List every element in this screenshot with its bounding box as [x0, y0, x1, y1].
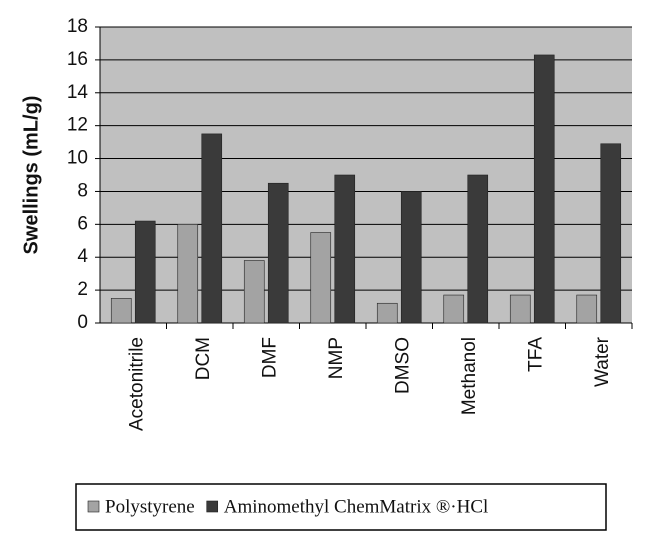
bar: [400, 191, 422, 324]
bar: [201, 133, 223, 324]
y-tick-label: 4: [77, 246, 88, 267]
legend-label: Aminomethyl ChemMatrix ®·HCl: [224, 496, 489, 517]
legend-label: Polystyrene: [105, 496, 195, 517]
x-tick-label: DCM: [193, 337, 214, 380]
bar: [177, 224, 199, 324]
legend: Polystyrene Aminomethyl ChemMatrix ®·HCl: [87, 496, 489, 517]
x-tick-label: Water: [592, 336, 613, 387]
bar: [243, 260, 265, 324]
bar: [310, 232, 332, 324]
y-tick-label: 2: [77, 279, 88, 300]
y-tick-label: 6: [77, 213, 88, 234]
bar: [267, 182, 289, 324]
bar: [600, 143, 622, 324]
legend-swatch: [87, 500, 100, 513]
bar: [376, 302, 398, 324]
y-tick-label: 0: [77, 312, 88, 333]
x-tick-label: Methanol: [459, 337, 480, 415]
bar: [334, 174, 356, 324]
legend-swatch: [206, 500, 219, 513]
y-tick-label: 14: [67, 82, 89, 103]
bar: [134, 220, 156, 324]
x-tick-label: DMF: [259, 337, 280, 378]
x-tick-label: DMSO: [392, 337, 413, 394]
bar: [110, 298, 132, 324]
y-tick-label: 16: [67, 49, 88, 70]
bar: [467, 174, 489, 324]
x-tick-label: Acetonitrile: [126, 337, 147, 431]
bar: [443, 294, 465, 324]
x-tick-label: NMP: [326, 337, 347, 379]
bar: [509, 294, 531, 324]
bar: [533, 54, 555, 324]
y-tick-label: 10: [67, 148, 88, 169]
y-tick-label: 12: [67, 115, 88, 136]
bar: [576, 294, 598, 324]
y-axis-label: Swellings (mL/g): [20, 96, 42, 255]
legend-box: [75, 483, 607, 531]
x-tick-label: TFA: [525, 337, 546, 372]
y-tick-label: 8: [77, 180, 88, 201]
y-tick-label: 18: [67, 16, 88, 37]
